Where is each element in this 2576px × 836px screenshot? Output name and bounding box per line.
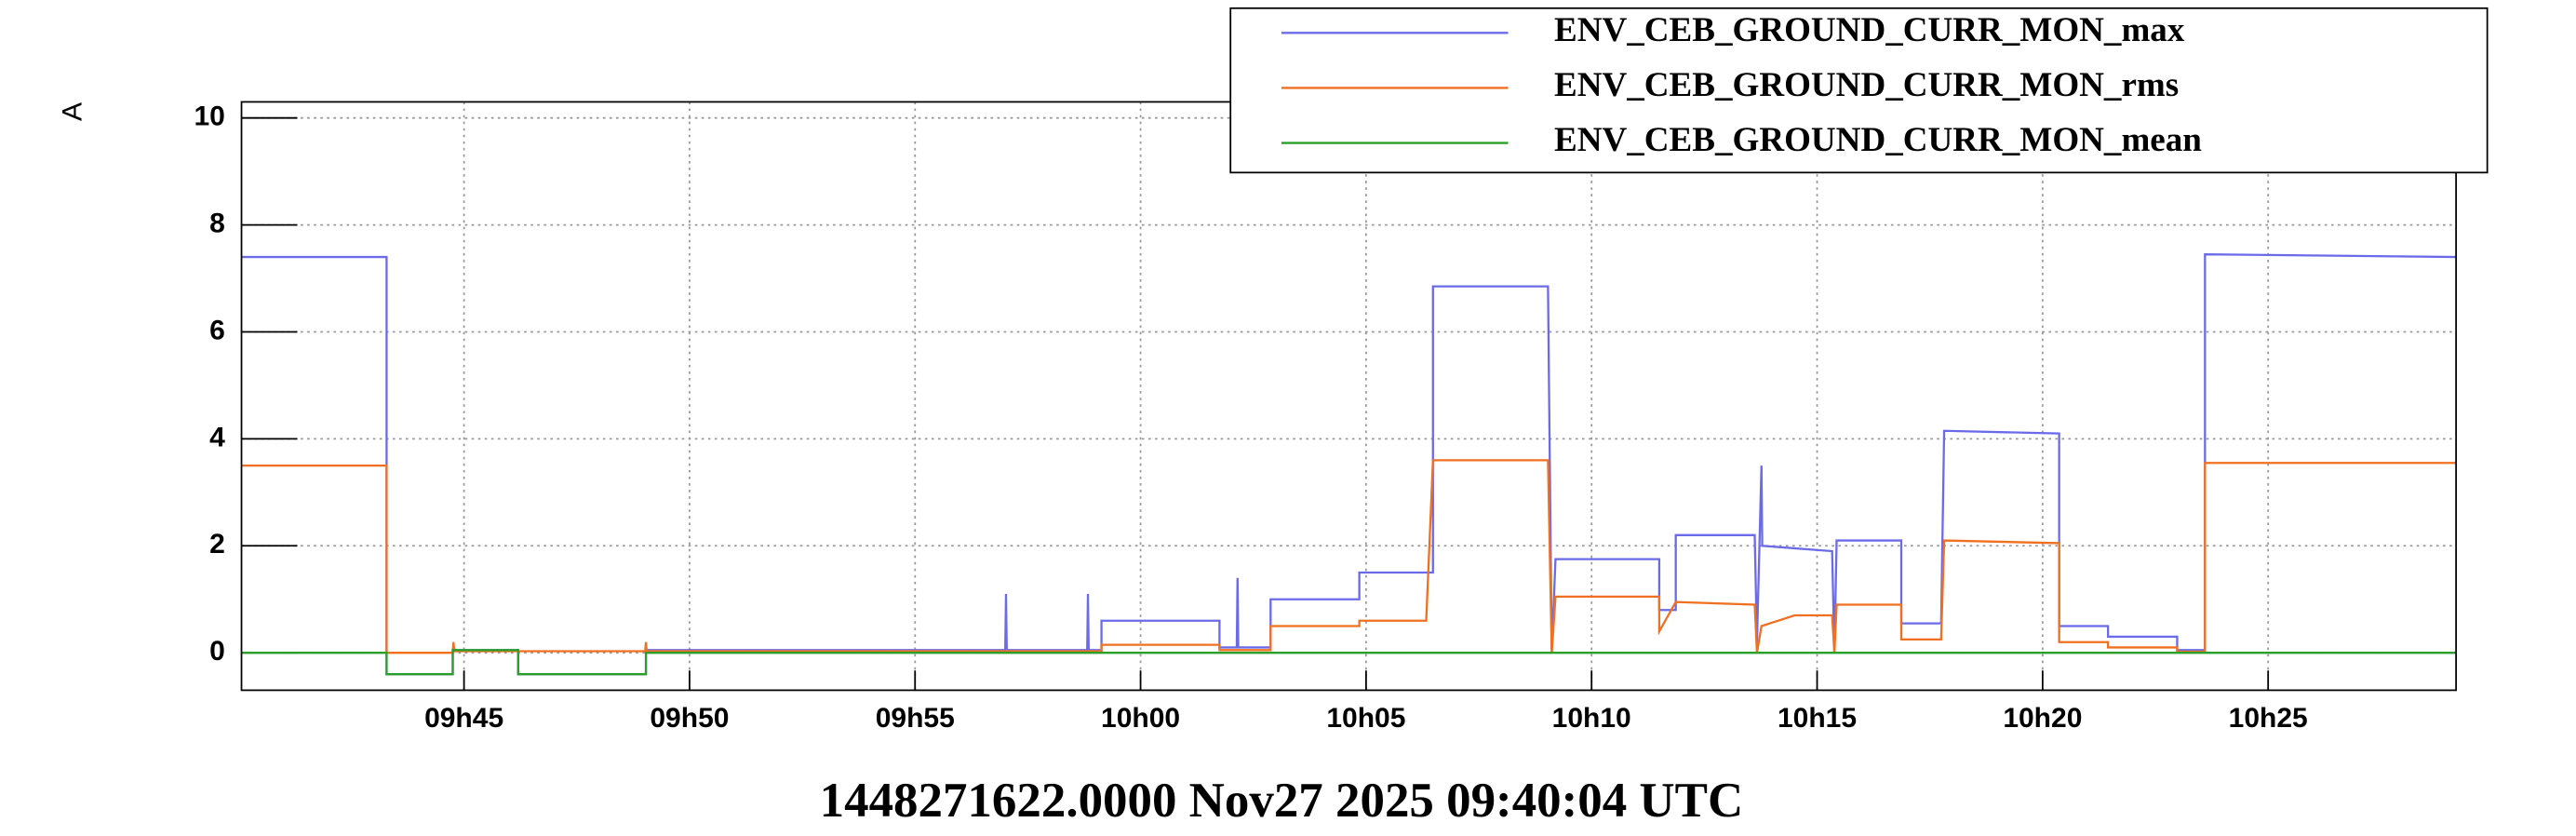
y-tick-label: 8 <box>209 209 225 239</box>
y-tick-label: 2 <box>209 529 225 560</box>
x-tick-label: 09h45 <box>424 703 503 734</box>
x-tick-label: 10h10 <box>1552 703 1631 734</box>
legend-label: ENV_CEB_GROUND_CURR_MON_rms <box>1554 66 2179 104</box>
x-tick-label: 10h15 <box>1778 703 1857 734</box>
y-tick-label: 4 <box>209 422 225 452</box>
x-tick-label: 10h05 <box>1326 703 1405 734</box>
legend-label: ENV_CEB_GROUND_CURR_MON_mean <box>1554 121 2202 159</box>
series-line <box>241 459 2457 654</box>
legend-label: ENV_CEB_GROUND_CURR_MON_max <box>1554 11 2185 49</box>
legend-box <box>1229 7 2489 174</box>
x-tick-label: 10h25 <box>2229 703 2308 734</box>
x-tick-label: 09h55 <box>876 703 955 734</box>
y-tick-label: 10 <box>194 101 224 132</box>
chart-title: 1448271622.0000 Nov27 2025 09:40:04 UTC <box>820 774 1744 828</box>
y-tick-label: 6 <box>209 315 225 345</box>
series-line <box>241 649 2457 676</box>
x-tick-label: 10h00 <box>1101 703 1180 734</box>
y-tick-label: 0 <box>209 636 225 667</box>
x-tick-label: 10h20 <box>2003 703 2082 734</box>
x-tick-label: 09h50 <box>650 703 729 734</box>
y-axis-label: A <box>57 102 87 121</box>
